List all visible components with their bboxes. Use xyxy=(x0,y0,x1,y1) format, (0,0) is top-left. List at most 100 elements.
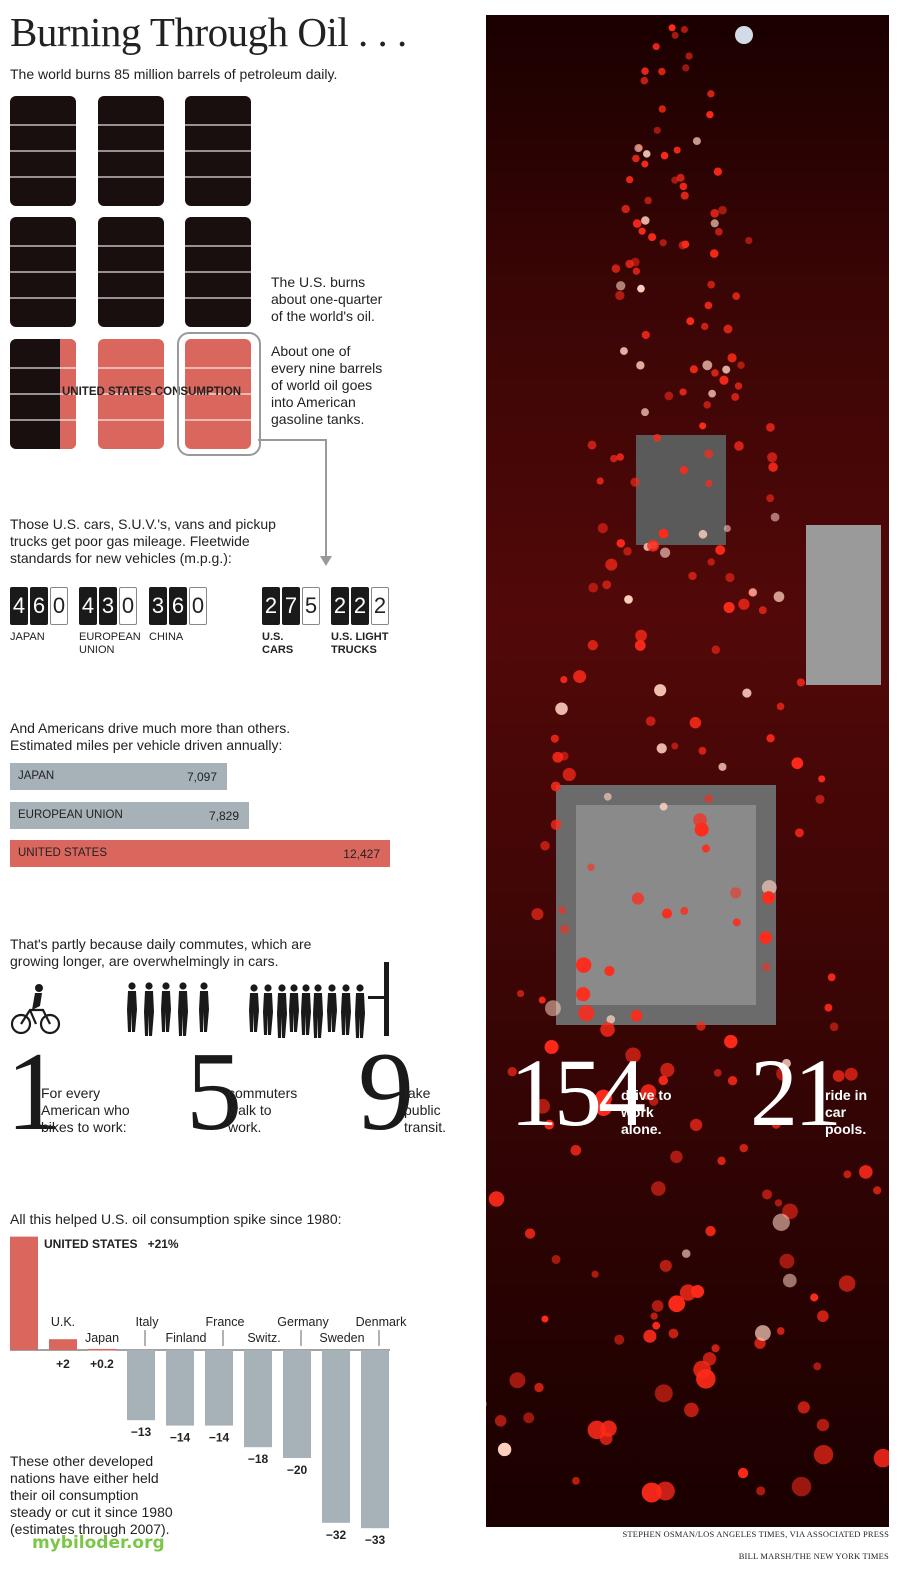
tail-light xyxy=(734,382,743,390)
tail-light xyxy=(661,908,673,919)
tail-light xyxy=(756,1486,766,1496)
country-label: Japan xyxy=(85,1331,119,1345)
tail-light xyxy=(560,924,570,934)
tail-light xyxy=(685,52,693,60)
tail-light xyxy=(858,1165,873,1179)
tail-light xyxy=(813,1362,822,1371)
tail-light xyxy=(682,64,690,72)
odometer-digit: 6 xyxy=(30,587,48,625)
oil-barrel xyxy=(98,96,164,206)
tail-light xyxy=(707,558,715,566)
tail-light xyxy=(689,716,702,729)
tail-light xyxy=(694,822,709,837)
tail-light xyxy=(616,453,624,461)
tail-light xyxy=(737,361,745,369)
tail-light xyxy=(710,209,719,218)
tail-light xyxy=(776,1327,785,1335)
tail-light xyxy=(701,844,710,853)
tail-light xyxy=(724,1034,738,1049)
oil-barrel xyxy=(98,339,164,449)
tail-light xyxy=(540,840,550,851)
tail-light xyxy=(791,757,804,770)
tail-light xyxy=(730,887,742,899)
tail-light xyxy=(759,931,772,944)
oil-barrel xyxy=(10,217,76,327)
tail-light xyxy=(766,423,775,432)
country-label: Italy xyxy=(136,1315,160,1329)
miles-bar-value: 7,829 xyxy=(208,809,239,823)
tail-light xyxy=(535,1098,550,1114)
person-silhouette xyxy=(144,982,154,1036)
tail-light xyxy=(707,90,715,98)
tail-light xyxy=(732,292,741,300)
tail-light xyxy=(698,746,707,755)
tail-light xyxy=(718,205,727,215)
tail-light xyxy=(616,281,626,291)
tail-light xyxy=(641,1482,662,1503)
tail-light xyxy=(550,734,559,743)
tail-light xyxy=(641,408,649,417)
tail-light xyxy=(817,1310,829,1323)
miles-bar-label: UNITED STATES xyxy=(18,847,108,859)
mpg-label: U.S. LIGHT TRUCKS xyxy=(331,631,389,656)
photo-credit: STEPHEN OSMAN/LOS ANGELES TIMES, VIA ASS… xyxy=(622,1529,889,1539)
tail-light xyxy=(689,365,698,374)
odometer-digit: 4 xyxy=(79,587,97,625)
tail-light xyxy=(761,880,777,895)
page-title: Burning Through Oil . . . xyxy=(10,9,407,55)
tail-light xyxy=(676,173,685,182)
person-silhouette xyxy=(289,984,299,1032)
odometer-digit: 3 xyxy=(149,587,167,625)
transit-ratio-label: take public transit. xyxy=(404,1085,447,1135)
barrel-note-ninth: About one of every nine barrels of world… xyxy=(271,343,383,427)
tail-light xyxy=(641,160,649,168)
tail-light xyxy=(641,216,650,225)
change-bar xyxy=(127,1350,155,1421)
tail-light xyxy=(660,151,669,160)
tail-light xyxy=(650,1312,658,1320)
tail-light xyxy=(711,1344,720,1353)
tail-light xyxy=(748,588,758,597)
tail-light xyxy=(758,606,767,615)
tail-light xyxy=(815,794,825,804)
miles-intro: And Americans drive much more than other… xyxy=(10,720,291,753)
odometer-digit: 2 xyxy=(371,587,389,625)
change-intro: All this helped U.S. oil consumption spi… xyxy=(10,1211,342,1227)
tail-light xyxy=(768,462,778,472)
tail-light xyxy=(762,1189,773,1200)
change-bar xyxy=(49,1339,77,1350)
change-value-label: +2 xyxy=(56,1357,70,1371)
tail-light xyxy=(715,545,726,555)
tail-light xyxy=(723,524,731,533)
tail-light xyxy=(705,1225,716,1237)
miles-bar-value: 12,427 xyxy=(343,847,380,861)
tail-light xyxy=(600,1420,617,1437)
tail-light xyxy=(731,393,740,401)
tail-light xyxy=(602,580,612,590)
tail-light xyxy=(706,110,714,119)
tail-light xyxy=(681,240,690,249)
tail-light xyxy=(600,1022,615,1037)
tail-light xyxy=(725,572,735,583)
tail-light xyxy=(671,742,679,750)
odometer-digit: 3 xyxy=(99,587,117,625)
tail-light xyxy=(659,547,671,558)
tail-light xyxy=(703,401,711,409)
country-label: Switz. xyxy=(247,1331,280,1345)
tail-light xyxy=(632,154,640,163)
mpg-label: JAPAN xyxy=(10,631,45,643)
tail-light xyxy=(615,290,625,301)
tail-light xyxy=(791,1476,812,1497)
tail-light xyxy=(767,452,778,463)
oil-barrel xyxy=(10,96,76,206)
tail-light xyxy=(625,1047,641,1063)
tail-light xyxy=(659,239,667,247)
tail-light xyxy=(497,1442,512,1457)
tail-light xyxy=(843,1170,852,1179)
tail-light xyxy=(523,1412,535,1424)
tail-light xyxy=(624,595,633,604)
tail-light xyxy=(739,1143,748,1153)
page-subtitle: The world burns 85 million barrels of pe… xyxy=(10,66,338,82)
tail-light xyxy=(737,1467,749,1479)
